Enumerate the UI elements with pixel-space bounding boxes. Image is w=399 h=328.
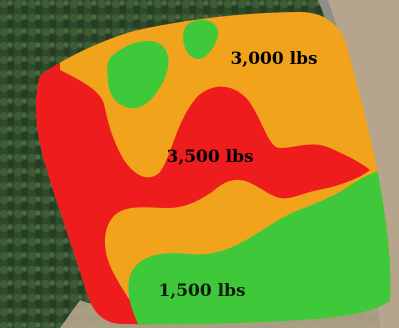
zone-label-3000-lbs: 3,000 lbs: [230, 49, 317, 69]
zone-label-3500-lbs: 3,500 lbs: [166, 147, 253, 167]
zone-1500-lbs-patch: [107, 40, 169, 109]
zone-3500-lbs: [35, 12, 370, 325]
zone-1500-lbs: [128, 172, 391, 325]
zone-1500-lbs-patch-top: [183, 20, 219, 59]
zone-label-1500-lbs: 1,500 lbs: [158, 281, 245, 301]
